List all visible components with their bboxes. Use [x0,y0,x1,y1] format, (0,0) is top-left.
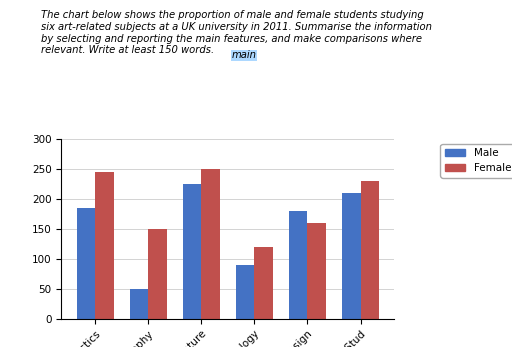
Bar [148,229,167,319]
Legend: Male, Female: Male, Female [440,144,512,178]
Bar [360,181,379,319]
Text: The chart below shows the proportion of male and female students studying
six ar: The chart below shows the proportion of … [41,10,432,55]
Bar [308,223,326,319]
Bar [183,184,201,319]
Bar [289,211,308,319]
Bar [130,289,148,319]
Bar [254,247,273,319]
Bar [342,193,360,319]
Bar [95,172,114,319]
Bar [201,169,220,319]
Bar [236,265,254,319]
Text: main: main [231,50,257,60]
Bar [77,208,95,319]
